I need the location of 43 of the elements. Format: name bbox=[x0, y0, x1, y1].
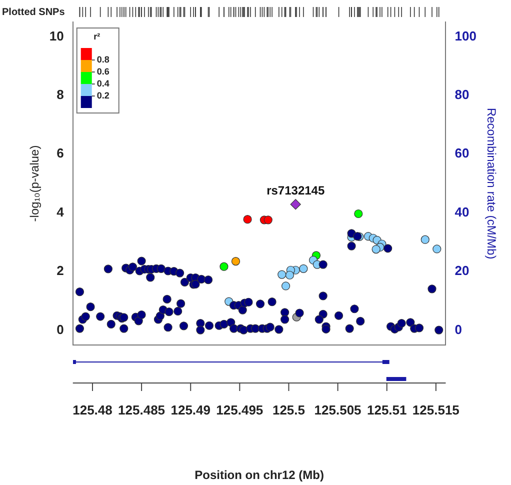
y-tick-label: 2 bbox=[56, 263, 64, 278]
point bbox=[243, 215, 252, 224]
point bbox=[264, 216, 272, 224]
point bbox=[354, 209, 363, 218]
legend-label: 0.6 bbox=[96, 66, 110, 76]
point bbox=[285, 270, 294, 280]
y-tick-label: 8 bbox=[56, 86, 64, 102]
x-axis-title: Position on chr12 (Mb) bbox=[194, 468, 324, 482]
legend-label: 0.4 bbox=[96, 78, 110, 88]
y-tick-label: 6 bbox=[56, 146, 64, 161]
point bbox=[420, 235, 430, 244]
y2-tick-label: 80 bbox=[454, 86, 470, 102]
x-tick-label: 125.48 bbox=[72, 402, 112, 418]
y-tick-label: 4 bbox=[56, 204, 65, 220]
point bbox=[278, 270, 286, 279]
y2-tick-label: 100 bbox=[454, 28, 476, 44]
x-tick-label: 125.49 bbox=[170, 402, 210, 418]
y-tick-label: 10 bbox=[49, 28, 64, 44]
point bbox=[231, 257, 240, 266]
y2-tick-label: 60 bbox=[454, 146, 470, 161]
x-tick-label: 125.505 bbox=[314, 402, 362, 418]
y2-axis-title: Recombination rate (cM/Mb) bbox=[484, 108, 498, 260]
x-tick-label: 125.515 bbox=[412, 402, 460, 418]
x-tick-label: 125.5 bbox=[272, 402, 306, 418]
point bbox=[299, 264, 308, 273]
point bbox=[220, 262, 228, 271]
y2-tick-label: 20 bbox=[454, 263, 470, 278]
point bbox=[432, 244, 442, 254]
x-tick-label: 125.51 bbox=[366, 402, 407, 418]
y2-tick-label: 40 bbox=[454, 204, 470, 220]
annotation: rs7132145 bbox=[266, 184, 325, 198]
legend-label: 0.8 bbox=[96, 54, 110, 64]
legend-label: 0.2 bbox=[96, 90, 110, 100]
y2-tick-label: 0 bbox=[454, 322, 462, 337]
x-tick-label: 125.495 bbox=[216, 402, 264, 418]
x-tick-label: 125.485 bbox=[118, 402, 166, 418]
y-tick-label: 0 bbox=[56, 322, 64, 337]
text: Plotted SNPs bbox=[2, 6, 66, 18]
y-axis-title: -log₁₀(p-value) bbox=[28, 145, 42, 222]
point bbox=[372, 244, 380, 254]
point bbox=[290, 199, 301, 210]
point bbox=[281, 282, 290, 290]
legend-title: r² bbox=[94, 31, 100, 42]
